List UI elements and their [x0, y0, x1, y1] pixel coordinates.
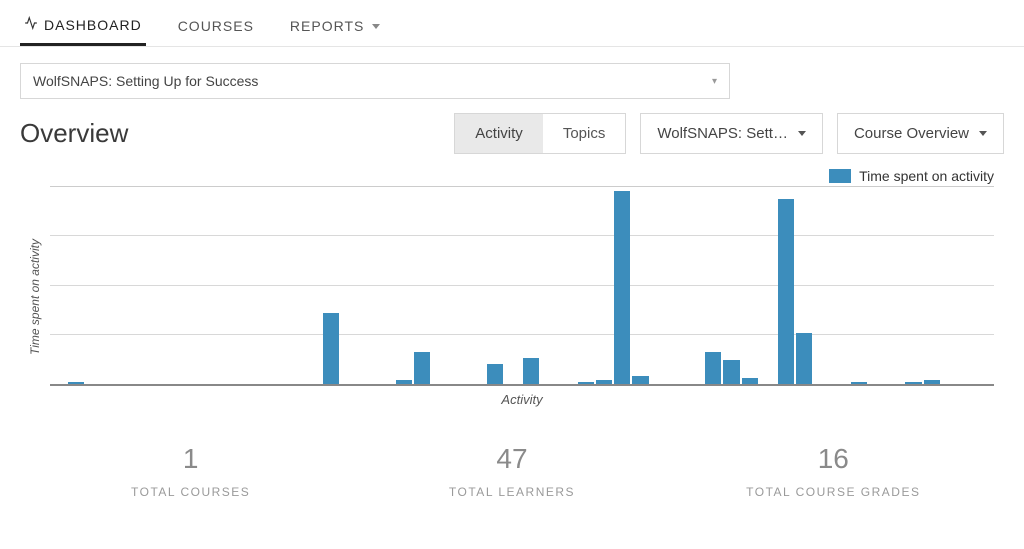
stat-total-courses: 1 TOTAL COURSES	[30, 443, 351, 499]
stat-total-learners: 47 TOTAL LEARNERS	[351, 443, 672, 499]
chart-bar	[523, 358, 539, 384]
stat-value: 16	[673, 443, 994, 475]
stat-value: 47	[351, 443, 672, 475]
chart-bar	[578, 382, 594, 384]
stat-label: TOTAL COURSES	[30, 485, 351, 499]
overview-toolbar: Overview Activity Topics WolfSNAPS: Sett…	[20, 113, 1004, 154]
course-select[interactable]: WolfSNAPS: Setting Up for Success ▾	[20, 63, 730, 99]
chevron-down-icon	[798, 131, 806, 136]
view-toggle: Activity Topics	[454, 113, 626, 154]
nav-tab-reports[interactable]: REPORTS	[286, 10, 384, 44]
chart-bar	[742, 378, 758, 384]
chart-plot	[50, 186, 994, 386]
stat-label: TOTAL LEARNERS	[351, 485, 672, 499]
view-filter-label: Course Overview	[854, 125, 969, 142]
page-title: Overview	[20, 118, 128, 149]
chart-legend: Time spent on activity	[20, 168, 1004, 184]
nav-tab-label: REPORTS	[290, 18, 364, 34]
stats-row: 1 TOTAL COURSES 47 TOTAL LEARNERS 16 TOT…	[20, 443, 1004, 499]
legend-swatch	[829, 169, 851, 183]
chart-bar	[414, 352, 430, 384]
chart-xlabel: Activity	[50, 392, 994, 407]
chart-bar	[632, 376, 648, 384]
chart-bar	[924, 380, 940, 384]
toggle-topics[interactable]: Topics	[543, 114, 626, 153]
stat-total-course-grades: 16 TOTAL COURSE GRADES	[673, 443, 994, 499]
toggle-activity[interactable]: Activity	[455, 114, 543, 153]
nav-tab-label: DASHBOARD	[44, 17, 142, 33]
stat-label: TOTAL COURSE GRADES	[673, 485, 994, 499]
chart-bar	[905, 382, 921, 384]
nav-tab-courses[interactable]: COURSES	[174, 10, 258, 44]
chevron-down-icon	[979, 131, 987, 136]
pulse-icon	[24, 16, 38, 33]
chart-area: Activity	[50, 186, 994, 407]
chart-bar	[614, 191, 630, 384]
legend-label: Time spent on activity	[859, 168, 994, 184]
chart-ylabel: Time spent on activity	[28, 239, 42, 355]
view-filter-dropdown[interactable]: Course Overview	[837, 113, 1004, 154]
chart-bar	[596, 380, 612, 384]
course-filter-dropdown[interactable]: WolfSNAPS: Sett…	[640, 113, 823, 154]
chevron-down-icon: ▾	[712, 76, 717, 87]
chart-bar	[487, 364, 503, 384]
content: WolfSNAPS: Setting Up for Success ▾ Over…	[0, 47, 1024, 519]
chevron-down-icon	[372, 24, 380, 29]
chart-bar	[705, 352, 721, 384]
chart-bar	[778, 199, 794, 384]
chart-bar	[68, 382, 84, 384]
chart-bar	[396, 380, 412, 384]
course-filter-label: WolfSNAPS: Sett…	[657, 125, 788, 142]
nav-tab-label: COURSES	[178, 18, 254, 34]
chart-bar	[323, 313, 339, 384]
course-select-value: WolfSNAPS: Setting Up for Success	[33, 73, 258, 89]
nav-tab-dashboard[interactable]: DASHBOARD	[20, 8, 146, 46]
chart-bar	[723, 360, 739, 384]
activity-chart: Time spent on activity Activity	[20, 186, 1004, 407]
chart-bars	[68, 187, 976, 384]
chart-ylabel-wrap: Time spent on activity	[20, 186, 50, 407]
chart-bar	[796, 333, 812, 384]
top-nav: DASHBOARD COURSES REPORTS	[0, 0, 1024, 47]
chart-bar	[851, 382, 867, 384]
stat-value: 1	[30, 443, 351, 475]
